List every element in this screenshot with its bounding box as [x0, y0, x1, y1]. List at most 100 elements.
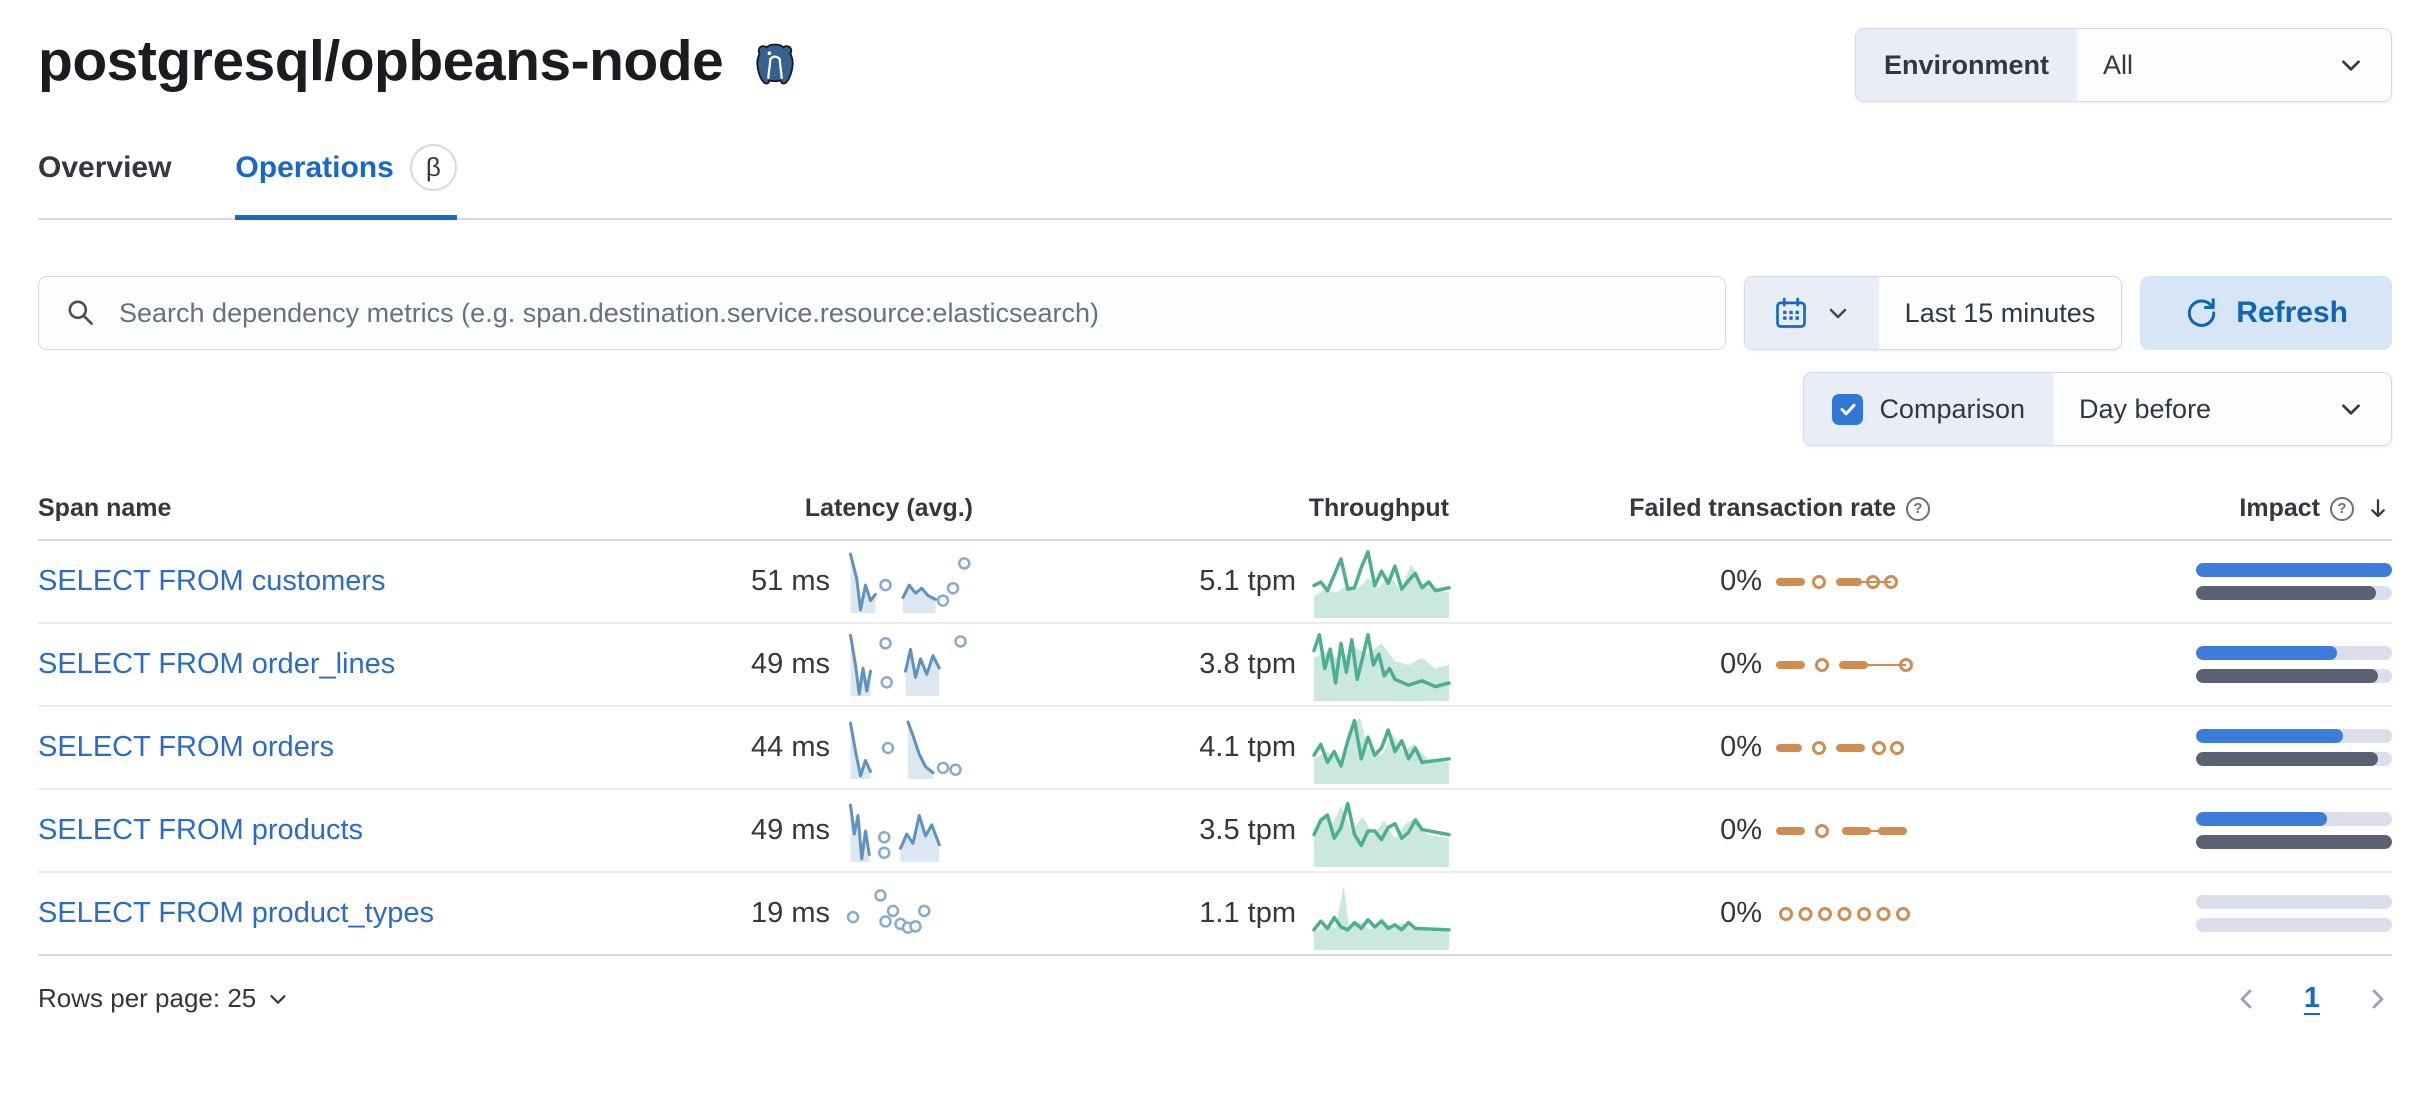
previous-page-button[interactable]	[2232, 984, 2262, 1014]
environment-value: All	[2103, 49, 2134, 80]
page-header: postgresql/opbeans-node Environment All	[38, 0, 2392, 102]
beta-badge: β	[409, 144, 457, 191]
failed-rate-value: 0%	[1720, 814, 1762, 846]
chevron-down-icon	[2342, 404, 2360, 415]
latency-sparkline	[848, 633, 973, 696]
page-title: postgresql/opbeans-node	[38, 28, 799, 94]
latency-sparkline	[848, 551, 973, 613]
failed-rate-value: 0%	[1720, 731, 1762, 763]
throughput-sparkline	[1312, 712, 1451, 784]
date-picker[interactable]: Last 15 minutes	[1743, 276, 2123, 350]
table-header: Span name Latency (avg.) Throughput Fail…	[38, 494, 2392, 541]
impact-bars	[2196, 563, 2392, 600]
search-icon	[68, 300, 93, 325]
throughput-sparkline	[1312, 878, 1451, 950]
column-header-failed-rate[interactable]: Failed transaction rate ?	[1449, 494, 1930, 523]
span-name-link[interactable]: SELECT FROM products	[38, 814, 364, 846]
dependency-operations-table: Span name Latency (avg.) Throughput Fail…	[38, 494, 2392, 956]
time-range-value: Last 15 minutes	[1904, 297, 2096, 328]
failed-rate-value: 0%	[1720, 897, 1762, 929]
toolbar: Last 15 minutes Refresh	[38, 276, 2392, 350]
table-row: SELECT FROM products 49 ms 3.5 tpm 0%	[38, 790, 2392, 873]
pagination: 1	[2232, 982, 2392, 1015]
failed-rate-sparkline	[1776, 567, 1930, 597]
column-header-impact[interactable]: Impact ?	[1930, 494, 2392, 523]
comparison-checkbox-group: Comparison	[1804, 373, 2053, 445]
throughput-value: 1.1 tpm	[1199, 897, 1296, 929]
refresh-label: Refresh	[2236, 296, 2348, 329]
tab-operations[interactable]: Operations β	[235, 144, 457, 220]
page-title-text: postgresql/opbeans-node	[38, 29, 724, 93]
latency-sparkline	[846, 883, 973, 945]
span-name-link[interactable]: SELECT FROM customers	[38, 565, 386, 597]
rows-per-page-select[interactable]: Rows per page: 25	[38, 983, 290, 1014]
column-header-latency[interactable]: Latency (avg.)	[804, 494, 973, 522]
latency-value: 49 ms	[751, 814, 830, 846]
failed-rate-sparkline	[1776, 650, 1930, 680]
column-header-throughput[interactable]: Throughput	[1308, 494, 1449, 522]
failed-rate-sparkline	[1779, 899, 1930, 929]
throughput-sparkline	[1312, 795, 1451, 867]
latency-sparkline	[848, 800, 973, 862]
date-picker-quick-select[interactable]	[1744, 277, 1879, 349]
sort-desc-icon	[2371, 498, 2385, 517]
table-row: SELECT FROM orders 44 ms 4.1 tpm 0%	[38, 707, 2392, 790]
span-name-link[interactable]: SELECT FROM order_lines	[38, 648, 396, 680]
rows-per-page-label: Rows per page: 25	[38, 983, 257, 1013]
table-footer: Rows per page: 25 1	[38, 982, 2392, 1015]
table-row: SELECT FROM customers 51 ms 5.1 tpm 0%	[38, 541, 2392, 624]
throughput-value: 3.8 tpm	[1199, 648, 1296, 680]
span-name-link[interactable]: SELECT FROM product_types	[38, 897, 434, 929]
column-header-span-name: Span name	[38, 494, 172, 522]
comparison-label: Comparison	[1879, 393, 2025, 424]
chevron-down-icon	[2342, 60, 2360, 71]
refresh-icon	[2188, 298, 2216, 327]
tab-operations-label: Operations	[235, 150, 394, 184]
throughput-value: 3.5 tpm	[1199, 814, 1296, 846]
throughput-value: 4.1 tpm	[1199, 731, 1296, 763]
environment-select[interactable]: Environment All	[1854, 28, 2392, 102]
environment-label: Environment	[1855, 29, 2077, 101]
help-icon[interactable]: ?	[1906, 496, 1930, 521]
latency-value: 19 ms	[751, 897, 830, 929]
comparison-checkbox[interactable]	[1832, 393, 1864, 425]
comparison-select[interactable]: Day before	[2053, 373, 2391, 445]
impact-bars	[2196, 812, 2392, 849]
comparison-row: Comparison Day before	[38, 372, 2392, 446]
search-box[interactable]	[38, 276, 1726, 350]
comparison-control: Comparison Day before	[1803, 372, 2392, 446]
throughput-sparkline	[1312, 546, 1451, 618]
impact-bars	[2196, 646, 2392, 683]
failed-rate-value: 0%	[1720, 565, 1762, 597]
latency-value: 51 ms	[751, 565, 830, 597]
chevron-right-icon	[2372, 989, 2384, 1008]
postgresql-logo-icon	[756, 43, 794, 85]
tab-overview-label: Overview	[38, 150, 172, 184]
latency-sparkline	[848, 717, 973, 779]
failed-rate-sparkline	[1776, 816, 1930, 846]
refresh-button[interactable]: Refresh	[2140, 276, 2392, 350]
tab-overview[interactable]: Overview	[38, 144, 171, 220]
next-page-button[interactable]	[2362, 984, 2392, 1014]
throughput-value: 5.1 tpm	[1199, 565, 1296, 597]
latency-value: 44 ms	[751, 731, 830, 763]
span-name-link[interactable]: SELECT FROM orders	[38, 731, 334, 763]
calendar-icon	[1775, 297, 1806, 328]
page-number[interactable]: 1	[2303, 982, 2320, 1014]
help-icon[interactable]: ?	[2330, 496, 2354, 521]
failed-rate-sparkline	[1776, 733, 1930, 763]
chevron-left-icon	[2240, 989, 2252, 1008]
chevron-down-icon	[1829, 308, 1846, 319]
apm-dependency-page: postgresql/opbeans-node Environment All …	[38, 0, 2392, 1015]
chevron-down-icon	[270, 994, 286, 1004]
tab-bar: Overview Operations β	[38, 144, 2392, 220]
check-icon	[1840, 403, 1856, 416]
failed-rate-value: 0%	[1720, 648, 1762, 680]
search-input[interactable]	[117, 296, 1699, 330]
latency-value: 49 ms	[751, 648, 830, 680]
comparison-value: Day before	[2079, 393, 2212, 424]
throughput-sparkline	[1312, 629, 1451, 701]
table-row: SELECT FROM order_lines 49 ms 3.8 tpm 0%	[38, 624, 2392, 707]
impact-bars	[2196, 729, 2392, 766]
impact-bars	[2196, 895, 2392, 932]
